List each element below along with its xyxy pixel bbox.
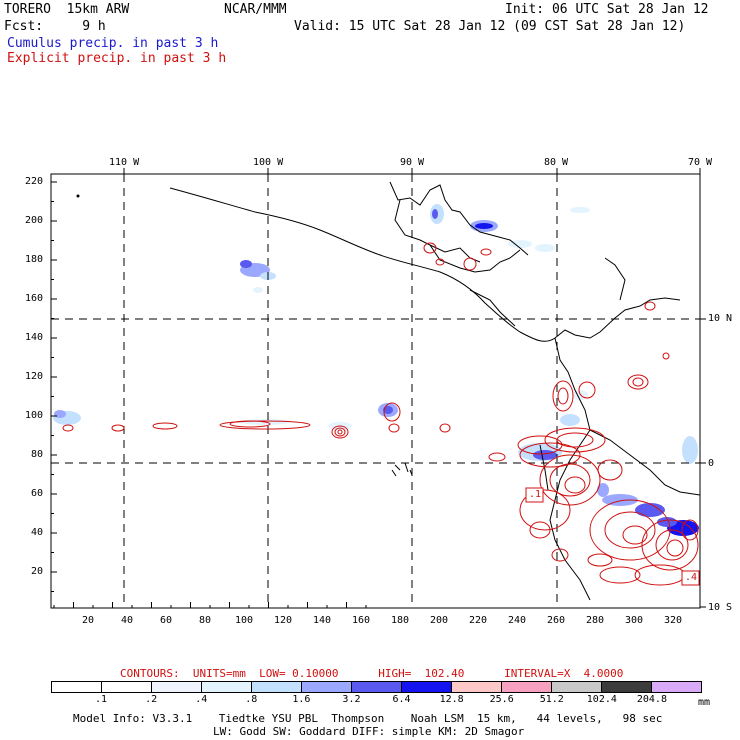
x-tick-label: 220 bbox=[469, 615, 488, 626]
legend-swatch bbox=[652, 682, 701, 692]
map-frame bbox=[50, 173, 701, 609]
model-info: Model Info: V3.3.1 Tiedtke YSU PBL Thomp… bbox=[73, 712, 663, 725]
legend-unit: mm bbox=[698, 697, 711, 708]
x-tick-label: 100 bbox=[235, 615, 254, 626]
coastlines bbox=[76, 181, 701, 601]
legend-label: 6.4 bbox=[392, 694, 411, 705]
legend-swatch bbox=[252, 682, 302, 692]
axis-ticks bbox=[51, 168, 706, 608]
legend-swatch bbox=[202, 682, 252, 692]
x-tick-label: 80 bbox=[199, 615, 212, 626]
y-tick-label: 200 bbox=[25, 215, 44, 226]
model-title: TORERO 15km ARW bbox=[4, 2, 130, 17]
legend-label: 3.2 bbox=[342, 694, 361, 705]
init-time: Init: 06 UTC Sat 28 Jan 12 bbox=[505, 2, 709, 17]
legend-swatch bbox=[502, 682, 552, 692]
x-tick-label: 160 bbox=[352, 615, 371, 626]
legend-swatch bbox=[402, 682, 452, 692]
legend-label: 204.8 bbox=[636, 694, 667, 705]
legend-swatch bbox=[102, 682, 152, 692]
valid-time: Valid: 15 UTC Sat 28 Jan 12 (09 CST Sat … bbox=[294, 19, 686, 34]
legend-label: .8 bbox=[245, 694, 258, 705]
lon-label: 100 W bbox=[253, 157, 284, 168]
x-tick-label: 180 bbox=[391, 615, 410, 626]
legend-swatch bbox=[552, 682, 602, 692]
legend-swatch bbox=[152, 682, 202, 692]
y-tick-label: 100 bbox=[25, 410, 44, 421]
legend-label: .1 bbox=[95, 694, 108, 705]
x-tick-label: 60 bbox=[160, 615, 173, 626]
x-tick-label: 240 bbox=[508, 615, 527, 626]
contour-label: .4 bbox=[685, 572, 698, 583]
x-tick-label: 120 bbox=[274, 615, 293, 626]
legend-label: 12.8 bbox=[439, 694, 464, 705]
y-tick-label: 40 bbox=[31, 527, 44, 538]
field-label-explicit: Explicit precip. in past 3 h bbox=[7, 51, 227, 66]
x-tick-label: 260 bbox=[547, 615, 566, 626]
y-tick-label: 80 bbox=[31, 449, 44, 460]
legend-labels: .1 .2 .4 .8 1.6 3.2 6.4 12.8 25.6 51.2 102.4 204.8 bbox=[51, 695, 702, 707]
color-legend bbox=[51, 681, 702, 693]
contour-label: .1 bbox=[529, 489, 542, 500]
x-tick-label: 280 bbox=[586, 615, 605, 626]
legend-label: 51.2 bbox=[539, 694, 564, 705]
organization: NCAR/MMM bbox=[224, 2, 287, 17]
lat-label: 10 N bbox=[708, 313, 733, 324]
x-tick-label: 320 bbox=[664, 615, 683, 626]
y-tick-label: 20 bbox=[31, 566, 44, 577]
field-label-cumulus: Cumulus precip. in past 3 h bbox=[7, 36, 219, 51]
lon-label: 90 W bbox=[400, 157, 425, 168]
lat-label: 10 S bbox=[708, 602, 733, 613]
lon-label: 80 W bbox=[544, 157, 569, 168]
x-tick-label: 140 bbox=[313, 615, 332, 626]
y-tick-label: 220 bbox=[25, 176, 44, 187]
legend-label: .4 bbox=[195, 694, 208, 705]
physics-info: LW: Godd SW: Goddard DIFF: simple KM: 2D… bbox=[213, 725, 525, 738]
legend-swatch bbox=[52, 682, 102, 692]
forecast-hour: Fcst: 9 h bbox=[4, 19, 106, 34]
x-tick-label: 20 bbox=[82, 615, 95, 626]
y-tick-label: 60 bbox=[31, 488, 44, 499]
x-tick-label: 300 bbox=[625, 615, 644, 626]
x-tick-label: 40 bbox=[121, 615, 134, 626]
legend-label: 102.4 bbox=[586, 694, 617, 705]
legend-label: 25.6 bbox=[489, 694, 514, 705]
x-tick-label: 200 bbox=[430, 615, 449, 626]
lat-label: 0 bbox=[708, 458, 715, 469]
legend-swatch bbox=[302, 682, 352, 692]
legend-label: 1.6 bbox=[292, 694, 311, 705]
contour-label-boxes bbox=[525, 487, 700, 586]
legend-swatch bbox=[352, 682, 402, 692]
legend-swatch bbox=[602, 682, 652, 692]
legend-swatch bbox=[452, 682, 502, 692]
graticule bbox=[51, 174, 700, 608]
lon-label: 110 W bbox=[109, 157, 140, 168]
y-tick-label: 140 bbox=[25, 332, 44, 343]
y-tick-label: 160 bbox=[25, 293, 44, 304]
y-tick-label: 120 bbox=[25, 371, 44, 382]
lon-label: 70 W bbox=[688, 157, 713, 168]
y-tick-label: 180 bbox=[25, 254, 44, 265]
legend-label: .2 bbox=[145, 694, 158, 705]
contours-info: CONTOURS: UNITS=mm LOW= 0.10000 HIGH= 10… bbox=[120, 667, 624, 680]
